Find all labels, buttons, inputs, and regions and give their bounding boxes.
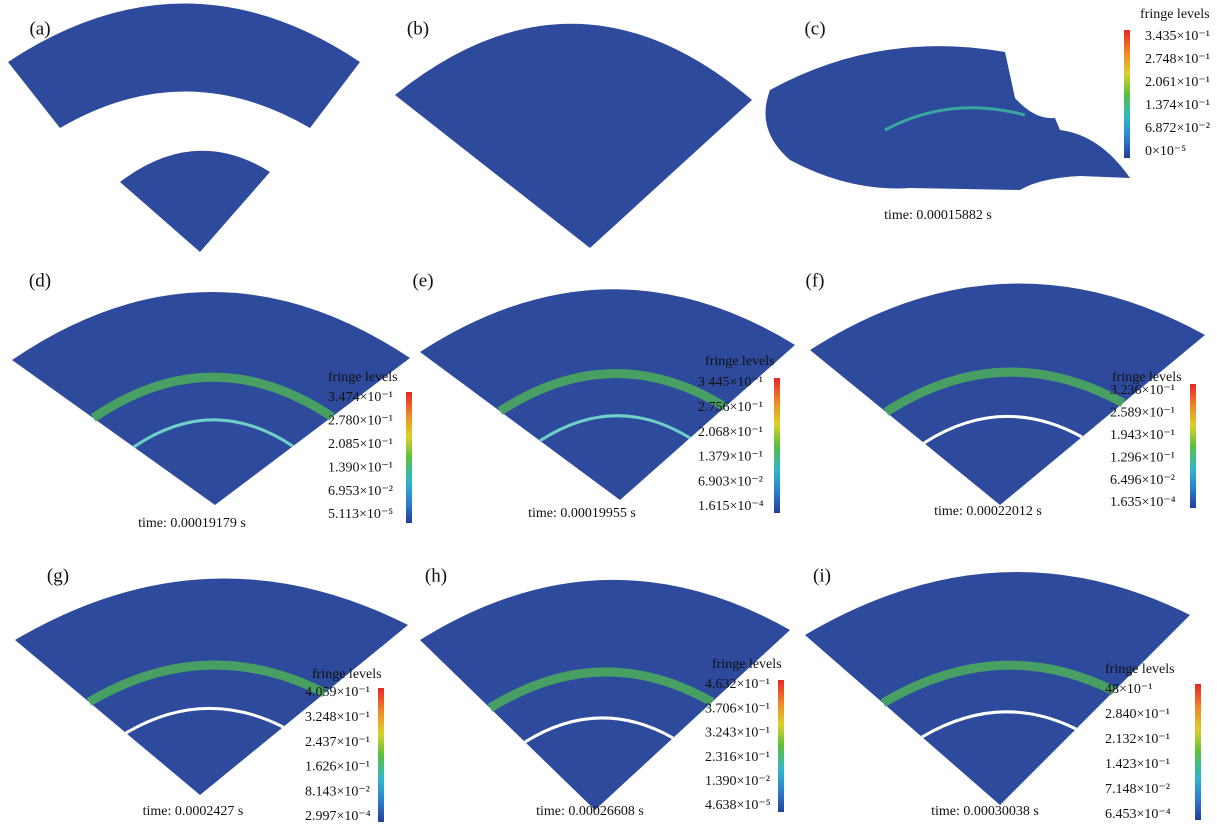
legend-level: 2.437×10⁻¹	[305, 735, 370, 750]
panel-label: (i)	[813, 565, 831, 586]
legend-level: 6.872×10⁻²	[1145, 121, 1210, 136]
blob	[766, 46, 1131, 190]
time-label: time: 0.00015882 s	[884, 208, 992, 223]
legend-level: 3.236×10⁻¹	[1110, 383, 1175, 398]
figure: (a) (b) (c) time: 0.00015882 s fringe levels…	[0, 0, 1217, 828]
color-bar	[1190, 384, 1196, 508]
legend-title: fringe levels	[1105, 662, 1175, 677]
color-bar	[1124, 30, 1130, 158]
legend-level: 1.943×10⁻¹	[1110, 428, 1175, 443]
panel-label: (g)	[47, 565, 69, 586]
legend-level: 1.635×10⁻⁴	[1110, 495, 1176, 510]
panel-label: (c)	[804, 18, 825, 39]
legend-level: 1.379×10⁻¹	[698, 450, 763, 465]
legend-level: 2.316×10⁻¹	[705, 750, 770, 765]
legend-level: 3.474×10⁻¹	[328, 390, 393, 405]
legend-level: 1.390×10⁻²	[705, 774, 770, 789]
time-label: time: 0.00030038 s	[931, 804, 1039, 819]
legend-level: 6.903×10⁻²	[698, 474, 763, 489]
legend-level: 4.059×10⁻¹	[305, 685, 370, 700]
legend-level: 3.706×10⁻¹	[705, 701, 770, 716]
annulus	[8, 4, 360, 129]
legend-title: fringe levels	[705, 354, 775, 369]
color-bar	[1195, 684, 1201, 820]
legend-level: 2.589×10⁻¹	[1110, 406, 1175, 421]
legend-level: 4.638×10⁻⁵	[705, 798, 771, 813]
panel-label: (e)	[412, 270, 433, 291]
time-label: time: 0.0002427 s	[143, 804, 244, 819]
fan	[420, 289, 795, 500]
color-bar	[778, 680, 784, 812]
legend-level: 2.132×10⁻¹	[1105, 732, 1170, 747]
legend-level: 3.243×10⁻¹	[705, 726, 770, 741]
legend-level: 2.085×10⁻¹	[328, 437, 393, 452]
legend-level: 2.756×10⁻¹	[698, 400, 763, 415]
panel-label: (f)	[806, 270, 825, 291]
legend-level: 48×10⁻¹	[1105, 682, 1152, 697]
legend-level: 1.374×10⁻¹	[1145, 98, 1210, 113]
color-bar	[378, 688, 384, 822]
legend-level: 1.296×10⁻¹	[1110, 450, 1175, 465]
legend-title: fringe levels	[328, 370, 398, 385]
panel-label: (a)	[29, 18, 50, 39]
legend-title: fringe levels	[1140, 7, 1210, 22]
legend-level: 0×10⁻⁵	[1145, 144, 1186, 159]
legend-level: 6.953×10⁻²	[328, 484, 393, 499]
panel-label: (h)	[425, 565, 447, 586]
small-wedge	[120, 151, 270, 252]
legend-level: 2.780×10⁻¹	[328, 414, 393, 429]
legend-level: 2.061×10⁻¹	[1145, 75, 1210, 90]
legend-level: 5.113×10⁻⁵	[328, 507, 393, 522]
time-label: time: 0.00019179 s	[138, 516, 246, 531]
legend-level: 2.748×10⁻¹	[1145, 52, 1210, 67]
legend-title: fringe levels	[712, 657, 782, 672]
legend-level: 2.068×10⁻¹	[698, 425, 763, 440]
legend-level: 6.496×10⁻²	[1110, 473, 1175, 488]
wedge	[395, 24, 752, 248]
legend-level: 3.248×10⁻¹	[305, 710, 370, 725]
legend-level: 6.453×10⁻⁴	[1105, 807, 1171, 822]
panel-label: (d)	[29, 270, 51, 291]
legend-title: fringe levels	[312, 667, 382, 682]
legend-level: 2.840×10⁻¹	[1105, 707, 1170, 722]
legend-level: 3.435×10⁻¹	[1145, 29, 1210, 44]
color-bar	[406, 392, 412, 523]
color-bar	[774, 378, 780, 513]
time-label: time: 0.00022012 s	[934, 504, 1042, 519]
panel-label: (b)	[407, 18, 429, 39]
legend-level: 1.390×10⁻¹	[328, 460, 393, 475]
legend-level: 2.997×10⁻⁴	[305, 809, 371, 824]
legend-level: 1.615×10⁻⁴	[698, 499, 764, 514]
legend-level: 3 445×10⁻¹	[698, 375, 763, 390]
legend-level: 1.423×10⁻¹	[1105, 757, 1170, 772]
legend-level: 8.143×10⁻²	[305, 784, 370, 799]
legend-level: 7.148×10⁻²	[1105, 782, 1170, 797]
legend-level: 1.626×10⁻¹	[305, 760, 370, 775]
time-label: time: 0.00019955 s	[528, 506, 636, 521]
legend-level: 4.632×10⁻¹	[705, 677, 770, 692]
time-label: time: 0.00026608 s	[536, 804, 644, 819]
